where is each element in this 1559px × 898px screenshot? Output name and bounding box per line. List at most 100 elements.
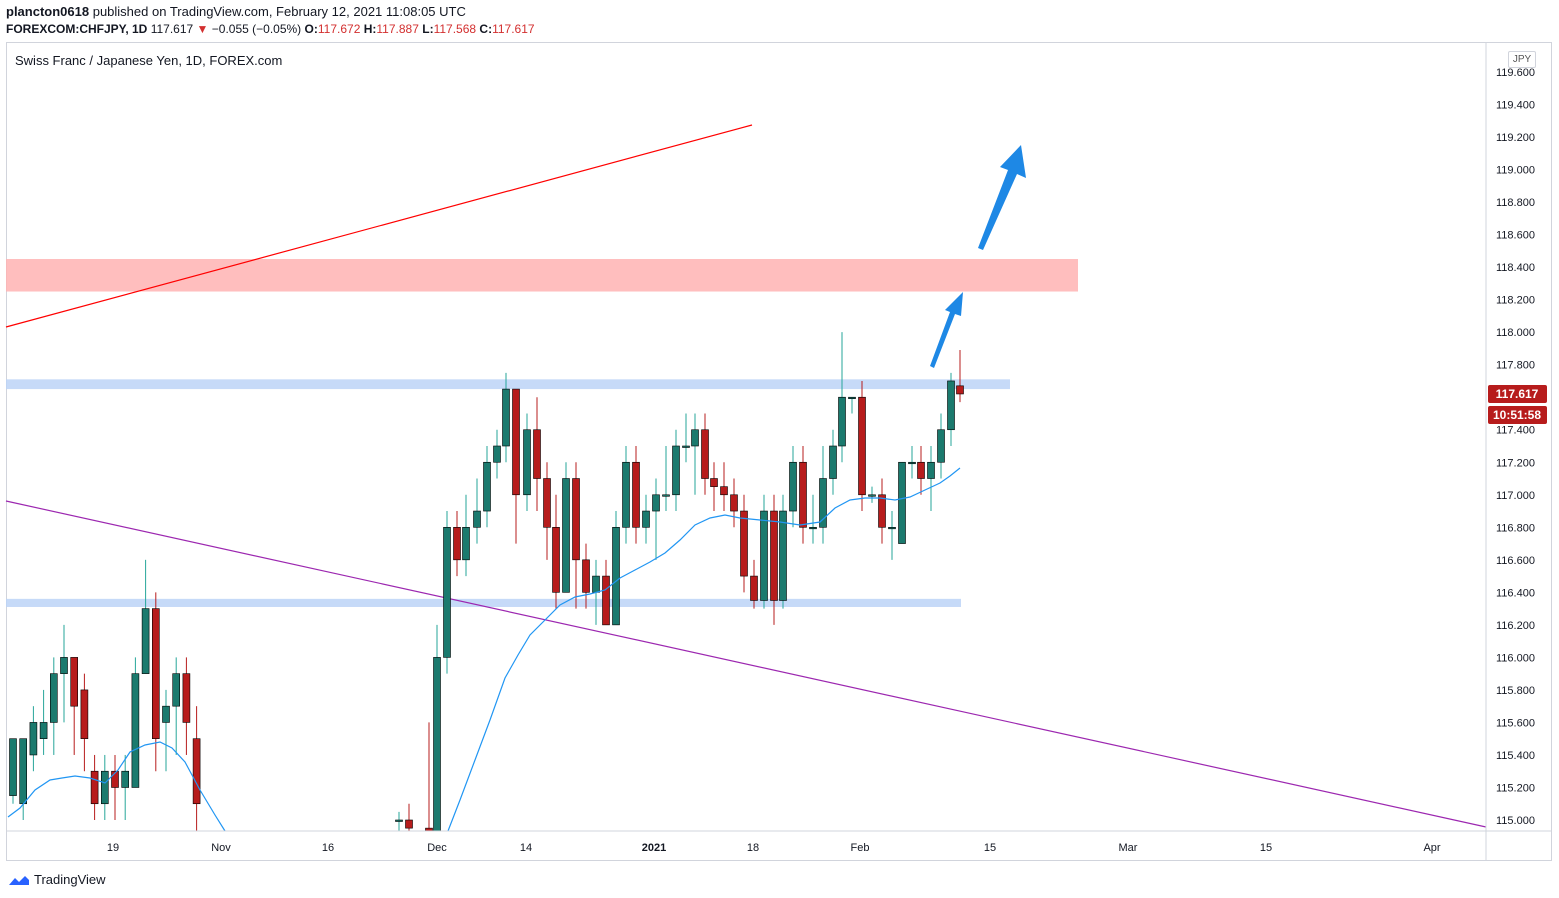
zones-layer xyxy=(6,259,1078,607)
time-tick-3: Dec xyxy=(427,842,447,854)
candle-late-0 xyxy=(395,811,403,831)
price-axis: 119.600 119.400 119.200 119.000 118.800 118.6… xyxy=(1496,67,1535,827)
moving-average-layer xyxy=(7,467,961,832)
resistance-zone xyxy=(6,259,1078,292)
candle-late-15 xyxy=(552,494,560,609)
last-price-label: 117.617 xyxy=(1496,387,1539,401)
candle-late-25 xyxy=(652,478,660,560)
interval-label: , 1D xyxy=(125,22,148,36)
candle-late-8 xyxy=(483,446,491,528)
chart-frame xyxy=(6,42,1552,861)
last-price-marker: 117.617 10:51:58 xyxy=(1488,385,1547,424)
time-tick-0: 19 xyxy=(107,842,119,854)
time-tick-2: 16 xyxy=(322,842,334,854)
candle-late-48 xyxy=(878,478,886,544)
candle-15 xyxy=(162,689,170,772)
support-trendline xyxy=(5,500,1487,828)
price-change: −0.055 (−0.05%) xyxy=(211,22,302,36)
candle-4 xyxy=(49,657,58,755)
price-tick-22: 115.000 xyxy=(1496,815,1535,827)
candle-14 xyxy=(152,592,160,772)
candle-late-27 xyxy=(672,429,680,512)
price-tick-18: 115.800 xyxy=(1496,685,1535,697)
candle-late-30 xyxy=(701,413,709,495)
candle-late-45 xyxy=(848,396,856,414)
candle-late-40 xyxy=(799,446,807,544)
candle-8 xyxy=(90,754,99,820)
price-tick-10: 117.400 xyxy=(1496,425,1535,437)
arrow-small-up-icon xyxy=(930,292,963,368)
high-label: H: xyxy=(363,22,377,36)
price-tick-15: 116.400 xyxy=(1496,587,1535,599)
candle-late-11 xyxy=(512,388,520,544)
candle-late-33 xyxy=(730,478,738,528)
candle-late-39 xyxy=(789,446,797,528)
resistance-trendline xyxy=(5,124,753,328)
currency-button[interactable]: JPY xyxy=(1508,51,1536,68)
footer-brand: TradingView xyxy=(34,872,106,887)
candle-late-53 xyxy=(927,446,935,512)
open-value: 117.672 xyxy=(317,22,361,36)
price-tick-19: 115.600 xyxy=(1496,717,1535,729)
candle-late-51 xyxy=(908,446,916,479)
candle-late-50 xyxy=(898,461,906,544)
tradingview-footer[interactable]: TradingView xyxy=(8,872,106,887)
published-text: published on TradingView.com, February 1… xyxy=(92,4,466,19)
ohlc-header: FOREXCOM:CHFJPY, 1D 117.617 ▼ −0.055 (−0… xyxy=(6,22,535,36)
time-tick-8: 15 xyxy=(984,842,996,854)
candle-late-36 xyxy=(760,494,768,609)
arrow-large-up-icon xyxy=(978,145,1026,250)
candle-late-3 xyxy=(433,624,441,832)
candle-late-26 xyxy=(662,446,670,512)
published-header: plancton0618 published on TradingView.co… xyxy=(6,4,466,19)
candle-late-12 xyxy=(523,413,531,512)
price-tick-14: 116.600 xyxy=(1496,555,1535,567)
time-tick-10: 15 xyxy=(1260,842,1272,854)
time-tick-7: Feb xyxy=(851,842,870,854)
candle-late-5 xyxy=(453,511,461,577)
low-label: L: xyxy=(422,22,434,36)
candle-late-56 xyxy=(956,350,964,403)
price-tick-11: 117.200 xyxy=(1496,457,1535,469)
time-tick-1: Nov xyxy=(211,842,231,854)
candle-late-46 xyxy=(858,380,866,512)
candle-late-43 xyxy=(829,429,837,495)
candle-late-34 xyxy=(740,494,748,593)
upper-blue-zone xyxy=(6,379,1010,390)
candle-18 xyxy=(192,706,201,831)
candle-16 xyxy=(172,657,180,755)
time-tick-6: 18 xyxy=(747,842,759,854)
time-tick-9: Mar xyxy=(1119,842,1138,854)
candle-13 xyxy=(141,559,150,674)
candle-late-14 xyxy=(543,462,551,560)
price-tick-13: 116.800 xyxy=(1496,522,1535,534)
candle-late-23 xyxy=(632,446,640,544)
price-tick-12: 117.000 xyxy=(1496,490,1535,502)
candle-late-6 xyxy=(462,494,470,577)
candle-late-24 xyxy=(642,494,650,544)
candle-late-54 xyxy=(937,413,945,479)
price-tick-1: 119.400 xyxy=(1496,100,1535,112)
trendlines-layer xyxy=(5,124,1487,828)
price-tick-3: 119.000 xyxy=(1496,165,1535,177)
price-tick-4: 118.800 xyxy=(1496,197,1535,209)
high-value: 117.887 xyxy=(376,22,419,36)
candle-late-42 xyxy=(819,446,827,544)
candle-late-52 xyxy=(917,446,925,495)
candle-6 xyxy=(70,657,78,755)
candle-late-20 xyxy=(602,559,610,626)
candle-late-16 xyxy=(562,462,570,593)
candle-late-2 xyxy=(425,722,433,832)
candle-0 xyxy=(9,738,17,804)
symbol-name: FOREXCOM:CHFJPY xyxy=(6,22,126,36)
candle-late-1 xyxy=(405,803,413,831)
candle-late-9 xyxy=(493,429,501,479)
candle-late-7 xyxy=(473,478,481,544)
price-tick-0: 119.600 xyxy=(1496,67,1535,79)
price-tick-21: 115.200 xyxy=(1496,782,1535,794)
arrows-layer xyxy=(930,145,1026,368)
price-tick-9: 117.800 xyxy=(1496,360,1535,372)
publisher-name[interactable]: plancton0618 xyxy=(6,4,90,19)
candle-late-31 xyxy=(710,462,718,512)
